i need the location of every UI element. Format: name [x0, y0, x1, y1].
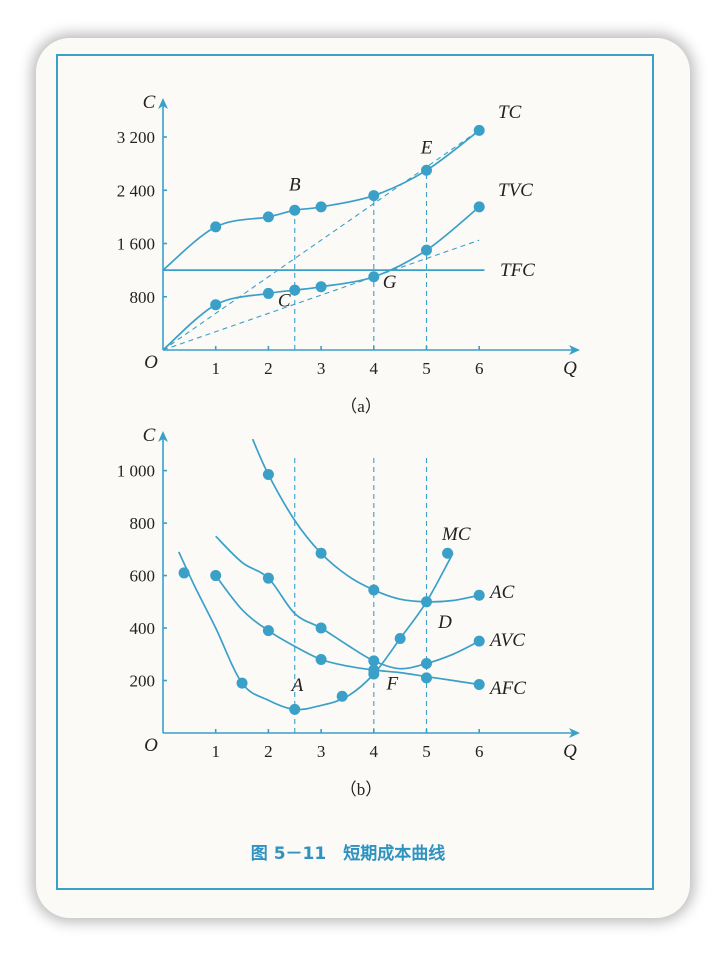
tangent-ray-2 — [162, 239, 480, 351]
x-tick-label: 3 — [317, 742, 326, 761]
series-mc-point — [178, 567, 190, 579]
series-afc-point — [315, 654, 327, 666]
series-afc-curve — [215, 575, 480, 686]
panel-a-total-costs: C Q O 1 2 3 4 5 6 800 1 600 2 400 3 200 TC TVC TFC B E C G — [117, 92, 580, 379]
series-avc-point — [473, 635, 485, 647]
y-tick-label: 800 — [130, 288, 156, 307]
series-tc-label: TC — [498, 102, 522, 123]
series-ac-point — [421, 596, 432, 608]
series-tvc-label: TVC — [498, 180, 533, 201]
y-axis-label: C — [143, 425, 156, 446]
series-ac-curve — [251, 438, 480, 603]
x-axis-arrow — [569, 345, 580, 355]
series-ac-point — [262, 469, 274, 481]
x-axis-arrow — [569, 728, 580, 738]
series-avc-point — [368, 655, 380, 667]
series-tc-point — [210, 221, 222, 233]
series-avc-point — [262, 572, 274, 584]
series-ac-point — [473, 589, 485, 601]
series-tc-point — [421, 164, 432, 176]
figure-card — [36, 38, 690, 918]
series-tvc-point — [473, 201, 485, 213]
y-tick-label: 400 — [130, 619, 156, 638]
series-mc-point — [442, 547, 454, 559]
y-tick-label: 200 — [130, 672, 156, 691]
series-ac-point — [368, 584, 380, 596]
point-label-a: A — [290, 675, 304, 696]
point-label-c: C — [278, 291, 291, 312]
series-tvc-point — [315, 281, 327, 293]
series-afc-point — [421, 672, 432, 684]
y-tick-label: 800 — [130, 514, 156, 533]
series-mc-point — [289, 703, 301, 715]
panel-b-caption: （b） — [340, 780, 383, 799]
series-tc-point — [368, 190, 380, 202]
x-tick-label: 5 — [422, 359, 431, 378]
series-tvc-point — [368, 271, 380, 283]
series-tvc-point — [289, 284, 301, 296]
x-tick-label: 1 — [211, 359, 220, 378]
series-tc-point — [315, 201, 327, 213]
x-tick-label: 4 — [370, 359, 379, 378]
x-tick-label: 6 — [475, 742, 484, 761]
panel-a-caption: （a） — [340, 397, 382, 416]
series-tfc-label: TFC — [500, 260, 535, 281]
y-tick-label: 2 400 — [117, 181, 155, 200]
x-axis-label: Q — [563, 358, 577, 379]
series-tc-point — [262, 211, 274, 223]
series-tc-point — [289, 204, 301, 216]
x-tick-label: 1 — [211, 742, 220, 761]
y-tick-label: 3 200 — [117, 128, 155, 147]
point-label-e: E — [420, 138, 433, 159]
series-mc-point — [368, 668, 380, 680]
x-tick-label: 2 — [264, 359, 273, 378]
y-axis-arrow — [158, 98, 168, 109]
x-tick-label: 4 — [370, 742, 379, 761]
series-avc-label: AVC — [488, 630, 525, 651]
series-ac-point — [315, 547, 327, 559]
series-avc-point — [210, 570, 222, 582]
series-tvc-point — [262, 287, 274, 299]
x-axis-label: Q — [563, 741, 577, 762]
series-mc-point — [236, 677, 248, 689]
y-axis-arrow — [158, 431, 168, 442]
series-avc-point — [315, 622, 327, 634]
panel-b-average-marginal-costs: C Q O 1 2 3 4 5 6 200 400 600 800 1 000 AC AVC AFC MC A F D — [117, 425, 580, 762]
point-label-b: B — [289, 174, 301, 195]
y-tick-label: 600 — [130, 567, 156, 586]
origin-label: O — [144, 352, 158, 373]
series-tc-point — [473, 124, 485, 136]
series-afc-point — [262, 625, 274, 637]
tangent-ray-1 — [162, 129, 480, 351]
series-tvc-point — [210, 299, 222, 311]
series-mc-label: MC — [441, 524, 471, 545]
series-ac-label: AC — [488, 582, 515, 603]
series-avc-curve — [215, 535, 480, 670]
series-avc-point — [421, 657, 432, 669]
series-mc-point — [394, 633, 406, 645]
series-afc-point — [473, 678, 485, 690]
series-afc-label: AFC — [488, 678, 526, 699]
y-tick-label: 1 600 — [117, 235, 155, 254]
point-label-d: D — [437, 612, 452, 633]
point-label-g: G — [383, 272, 397, 293]
point-label-f: F — [385, 674, 398, 695]
figure-title: 图 5－11 短期成本曲线 — [251, 843, 445, 864]
series-mc-point — [336, 690, 348, 702]
x-tick-label: 6 — [475, 359, 484, 378]
y-axis-label: C — [143, 92, 156, 113]
origin-label: O — [144, 735, 158, 756]
figure-frame — [56, 54, 654, 890]
x-tick-label: 2 — [264, 742, 273, 761]
y-tick-label: 1 000 — [117, 462, 155, 481]
series-tvc-point — [421, 244, 432, 256]
x-tick-label: 5 — [422, 742, 431, 761]
x-tick-label: 3 — [317, 359, 326, 378]
